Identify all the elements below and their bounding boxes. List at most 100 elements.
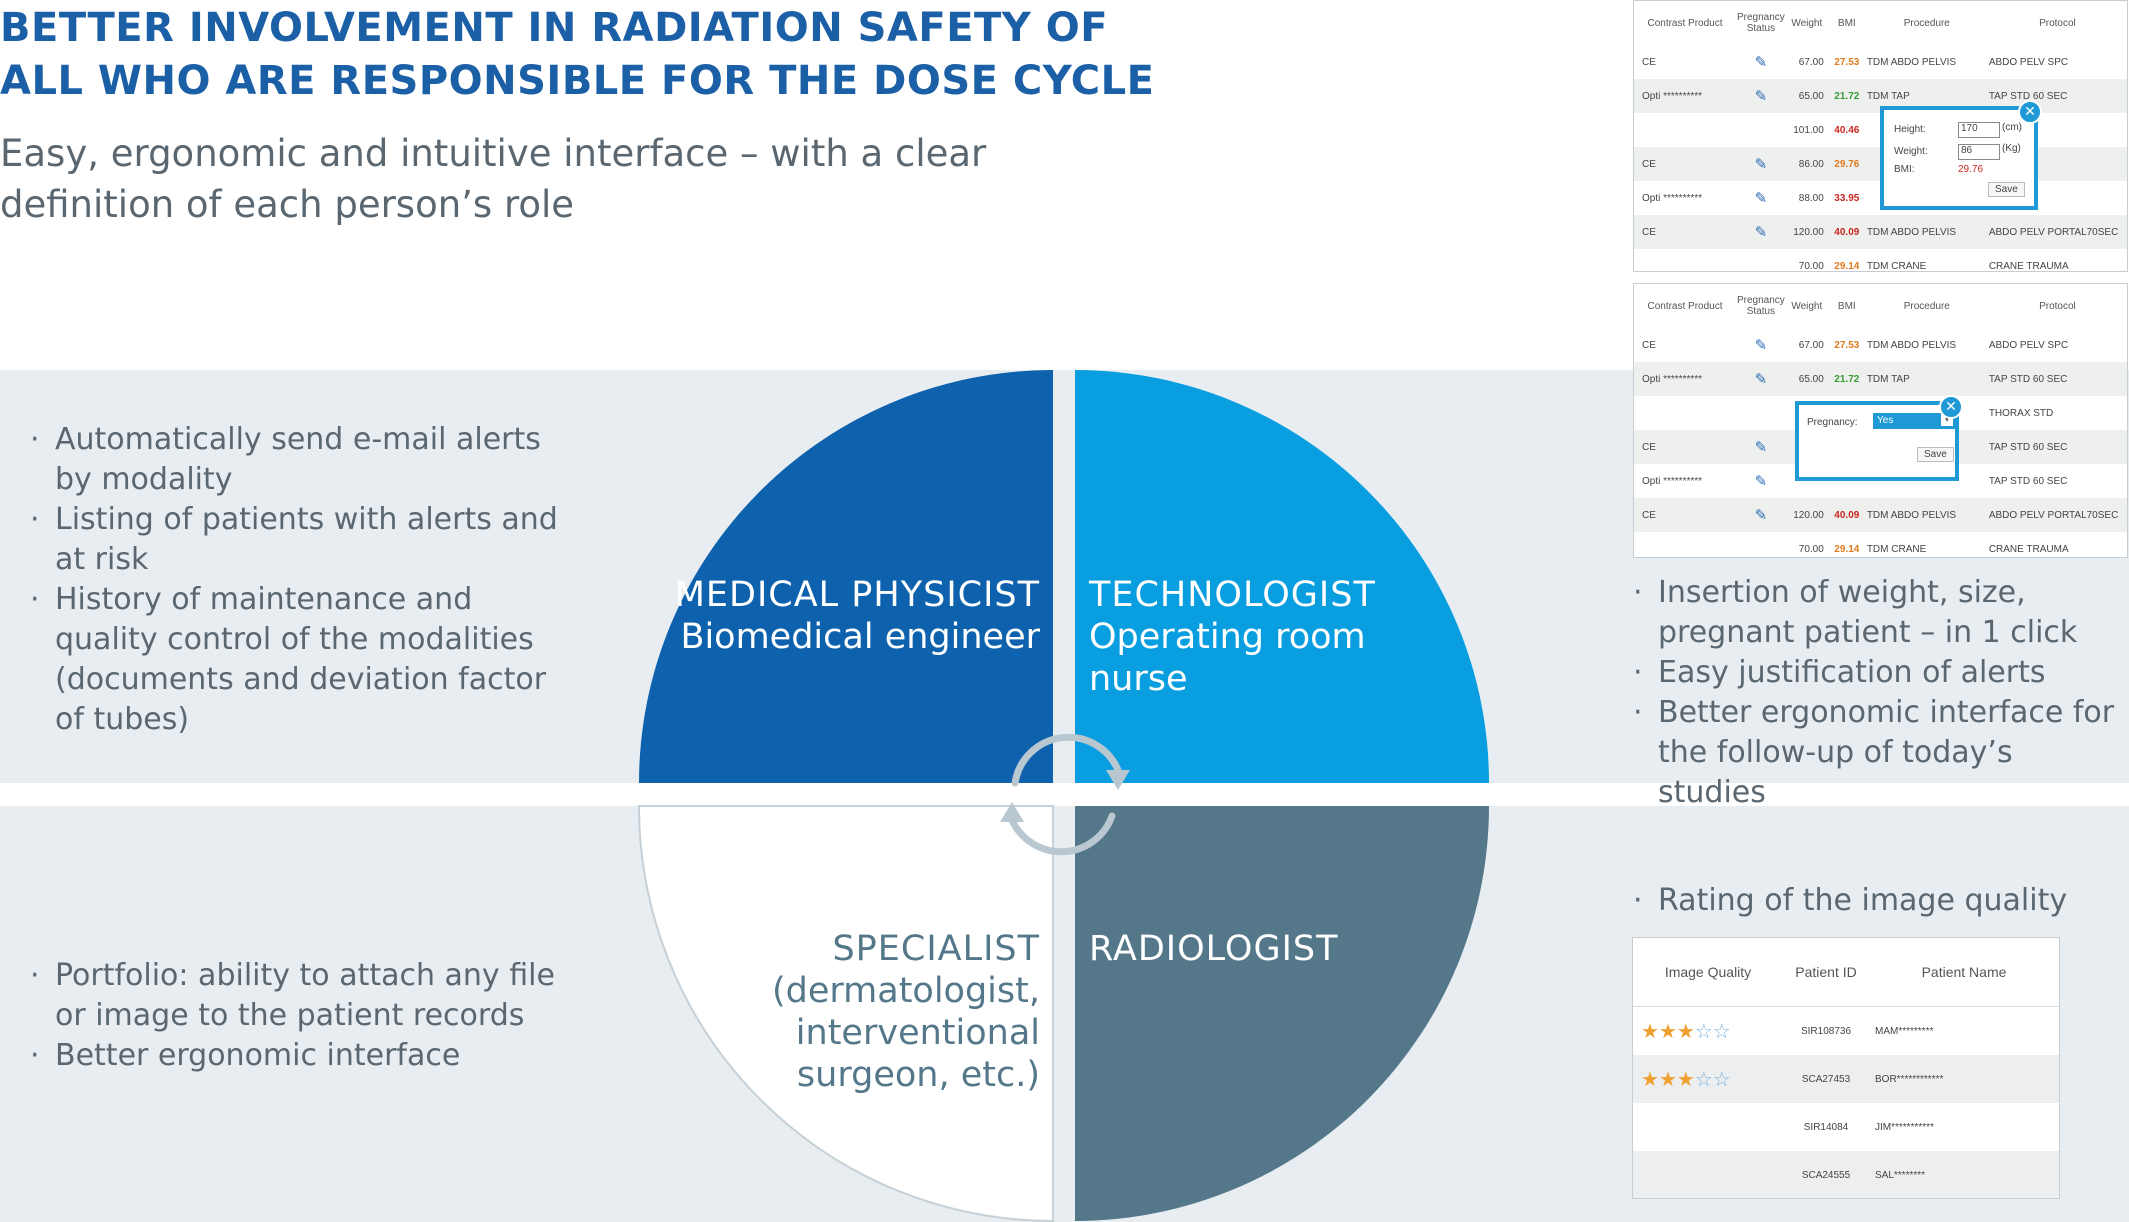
patient-name-cell: BOR************ — [1869, 1055, 2059, 1103]
pregnancy-popup: Pregnancy: Yes ▾ Save — [1795, 401, 1959, 481]
col-procedure: Procedure — [1903, 300, 1950, 312]
procedure-cell: TDM TAP — [1865, 362, 1988, 396]
pregnancy-cell — [1736, 532, 1786, 557]
contrast-cell: CE — [1634, 498, 1736, 532]
star-empty-icon[interactable]: ☆ — [1694, 1020, 1713, 1043]
specialist-subtitle-2: interventional — [795, 1013, 1040, 1053]
syringe-icon[interactable]: ✎ — [1754, 88, 1768, 105]
list-item: Easy justification of alerts — [1628, 653, 2128, 693]
close-icon[interactable]: ✕ — [1939, 395, 1963, 419]
procedure-cell: TDM ABDO PELVIS — [1866, 339, 1957, 351]
table-row[interactable]: Opti ********** ✎ 65.00 21.72 TDM TAP TAP STD… — [1634, 362, 2127, 396]
technologist-quadrant — [1075, 370, 1489, 783]
table-row[interactable]: SCA24555 SAL******** — [1633, 1151, 2059, 1198]
table-row[interactable]: CE ✎ 67.00 27.53 TDM ABDO PELVIS ABDO PELV SP… — [1634, 328, 2127, 362]
syringe-icon[interactable]: ✎ — [1754, 473, 1768, 490]
technologist-label: TECHNOLOGIST Operating room nurse — [1089, 574, 1469, 700]
col-contrast: Contrast Product — [1647, 17, 1723, 29]
bmi-value: 29.76 — [1958, 164, 1984, 175]
syringe-icon[interactable]: ✎ — [1754, 337, 1768, 354]
rating-cell[interactable]: ★★★☆☆ — [1633, 1007, 1783, 1056]
col-procedure: Procedure — [1903, 17, 1950, 29]
col-bmi: BMI — [1837, 17, 1856, 29]
table-row[interactable]: THORAX STD — [1634, 396, 2127, 430]
list-item: Listing of patients with alerts and at r… — [0, 500, 560, 580]
specialist-subtitle-3: surgeon, etc.) — [796, 1055, 1040, 1095]
table-row[interactable]: CE ✎ 67.00 27.53 TDM ABDO PELVIS ABDO PELV SP… — [1634, 45, 2127, 79]
syringe-icon[interactable]: ✎ — [1754, 224, 1768, 241]
star-filled-icon[interactable]: ★ — [1676, 1068, 1695, 1091]
col-image-quality: Image Quality — [1633, 938, 1783, 1007]
physicist-subtitle: Biomedical engineer — [680, 617, 1040, 657]
patient-id-cell: SIR14084 — [1803, 1121, 1849, 1133]
list-item: Portfolio: ability to attach any file or… — [0, 956, 560, 1036]
weight-cell: 101.00 — [1793, 124, 1824, 136]
syringe-icon[interactable]: ✎ — [1754, 371, 1768, 388]
syringe-icon[interactable]: ✎ — [1754, 507, 1768, 524]
col-contrast: Contrast Product — [1647, 300, 1723, 312]
patient-name-cell: SAL******** — [1869, 1151, 2059, 1198]
table-row[interactable]: CE ✎ 120.00 40.09 TDM ABDO PELVIS ABDO PELV P… — [1634, 498, 2127, 532]
save-button[interactable]: Save — [1988, 182, 2025, 197]
col-weight: Weight — [1791, 300, 1823, 312]
height-unit: (cm) — [2002, 122, 2022, 133]
star-filled-icon[interactable]: ★ — [1641, 1068, 1659, 1091]
image-quality-screenshot: Image Quality Patient ID Patient Name ★★… — [1632, 937, 2060, 1199]
patient-name-cell: JIM*********** — [1875, 1121, 1934, 1133]
technologist-feature-list: Insertion of weight, size, pregnant pati… — [1628, 573, 2128, 813]
weight-cell: 120.00 — [1785, 215, 1828, 249]
list-item: Insertion of weight, size, pregnant pati… — [1628, 573, 2128, 653]
pregnancy-entry-screenshot: Contrast Product Pregnancy Status Weight… — [1633, 283, 2128, 558]
star-empty-icon[interactable]: ☆ — [1694, 1068, 1713, 1091]
star-empty-icon[interactable]: ☆ — [1712, 1020, 1731, 1043]
rating-cell[interactable] — [1633, 1151, 1783, 1198]
rating-cell[interactable] — [1633, 1103, 1783, 1151]
pregnancy-cell: ✎ — [1736, 147, 1786, 181]
star-empty-icon[interactable]: ☆ — [1712, 1068, 1731, 1091]
height-input[interactable]: 170 — [1958, 122, 2000, 138]
star-filled-icon[interactable]: ★ — [1676, 1020, 1695, 1043]
table-row[interactable]: 70.00 29.14 TDM CRANE CRANE TRAUMA — [1634, 532, 2127, 557]
specialist-title: SPECIALIST — [832, 929, 1040, 969]
protocol-cell: ABDO PELV PORTAL70SEC — [1987, 215, 2127, 249]
rating-cell[interactable]: ★★★☆☆ — [1633, 1055, 1783, 1103]
specialist-feature-list: Portfolio: ability to attach any file or… — [0, 956, 560, 1076]
bmi-cell: 21.72 — [1827, 362, 1866, 396]
table-row[interactable]: Opti ********** ✎ TAP STD 60 SEC — [1634, 464, 2127, 498]
specialist-subtitle-1: (dermatologist, — [771, 971, 1040, 1011]
col-pregnancy: Pregnancy Status — [1737, 295, 1785, 317]
syringe-icon[interactable]: ✎ — [1754, 439, 1768, 456]
patient-id-cell: SCA24555 — [1783, 1151, 1869, 1198]
table-row[interactable]: CE ✎ 120.00 40.09 TDM ABDO PELVIS ABDO PELV P… — [1634, 215, 2127, 249]
star-filled-icon[interactable]: ★ — [1658, 1020, 1677, 1043]
radiologist-label: RADIOLOGIST — [1089, 928, 1469, 970]
col-bmi: BMI — [1837, 300, 1856, 312]
weight-cell: 88.00 — [1798, 192, 1824, 204]
contrast-cell: Opti ********** — [1634, 79, 1736, 113]
weight-input[interactable]: 86 — [1958, 144, 2000, 160]
col-weight: Weight — [1791, 17, 1823, 29]
col-protocol: Protocol — [2039, 17, 2076, 29]
table-row[interactable]: 70.00 29.14 TDM CRANE CRANE TRAUMA — [1634, 249, 2127, 272]
weight-cell: 86.00 — [1785, 147, 1828, 181]
star-filled-icon[interactable]: ★ — [1658, 1068, 1677, 1091]
table-row[interactable]: ★★★☆☆ SIR108736 MAM********* — [1633, 1007, 2059, 1056]
syringe-icon[interactable]: ✎ — [1754, 156, 1768, 173]
contrast-cell — [1634, 249, 1736, 271]
save-button[interactable]: Save — [1917, 447, 1954, 462]
weight-cell: 67.00 — [1798, 339, 1824, 351]
page-title: BETTER INVOLVEMENT IN RADIATION SAFETY O… — [0, 2, 1154, 108]
height-label: Height: — [1894, 124, 1926, 135]
syringe-icon[interactable]: ✎ — [1754, 54, 1768, 71]
close-icon[interactable]: ✕ — [2018, 100, 2042, 124]
bmi-cell: 27.53 — [1834, 56, 1860, 68]
table-row[interactable]: ★★★☆☆ SCA27453 BOR************ — [1633, 1055, 2059, 1103]
star-filled-icon[interactable]: ★ — [1641, 1020, 1659, 1043]
protocol-cell: CRANE TRAUMA — [1988, 543, 2069, 555]
table-row[interactable]: SIR14084 JIM*********** — [1633, 1103, 2059, 1151]
contrast-cell: Opti ********** — [1642, 192, 1703, 204]
patient-id-cell: SIR108736 — [1800, 1025, 1852, 1037]
contrast-cell: Opti ********** — [1642, 475, 1703, 487]
bmi-cell: 21.72 — [1827, 79, 1866, 113]
syringe-icon[interactable]: ✎ — [1754, 190, 1768, 207]
